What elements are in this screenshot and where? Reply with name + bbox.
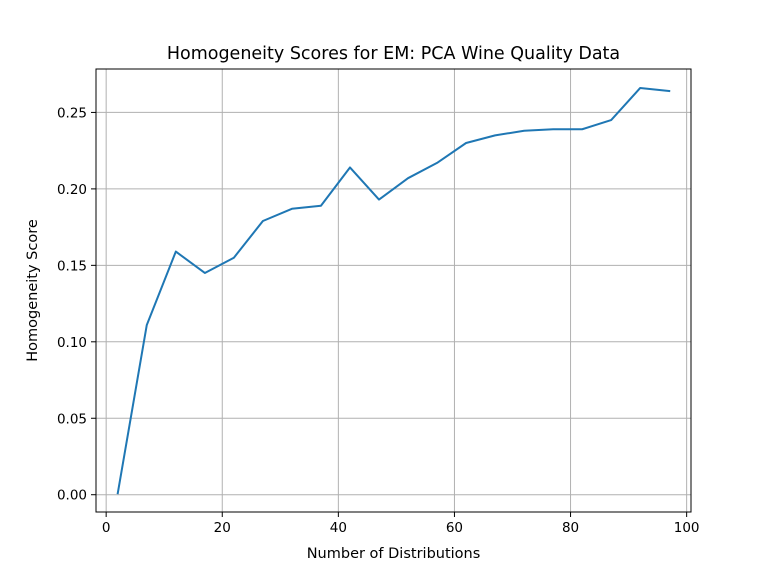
x-tick-label: 40 <box>330 520 347 536</box>
y-tick-label: 0.00 <box>57 488 87 504</box>
plot-area-background <box>96 69 691 512</box>
x-tick-label: 0 <box>102 520 111 536</box>
x-tick-label: 80 <box>562 520 579 536</box>
y-tick-label: 0.25 <box>57 105 87 121</box>
plot-frame <box>95 68 692 513</box>
ticks: 0 20 40 60 80 100 0.00 0.05 0.10 0.15 0.20 0.25 <box>57 105 700 536</box>
y-tick-label: 0.05 <box>57 411 87 427</box>
x-axis-title: Number of Distributions <box>307 546 481 562</box>
y-tick-label: 0.10 <box>57 335 87 351</box>
chart-title: Homogeneity Scores for EM: PCA Wine Qual… <box>167 44 620 64</box>
series-line <box>116 86 671 495</box>
grid <box>96 69 691 512</box>
x-tick-label: 20 <box>214 520 231 536</box>
x-tick-label: 100 <box>674 520 700 536</box>
y-tick-label: 0.20 <box>57 182 87 198</box>
y-axis-title: Homogeneity Score <box>25 219 41 362</box>
y-tick-label: 0.15 <box>57 258 87 274</box>
x-tick-label: 60 <box>446 520 463 536</box>
series-layer <box>116 86 671 495</box>
